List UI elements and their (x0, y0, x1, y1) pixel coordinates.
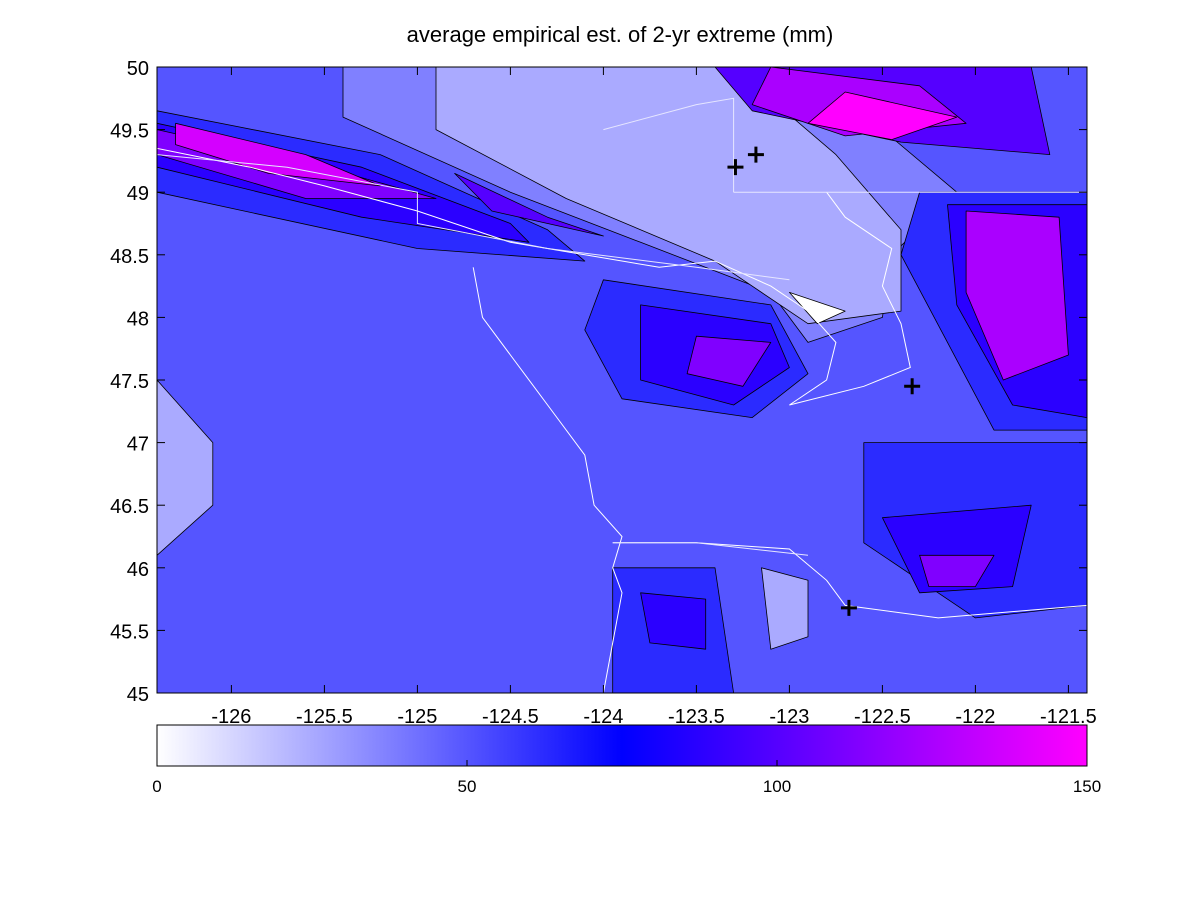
colorbar-tick-label-0: 0 (152, 777, 161, 796)
x-tick-label-3: -124.5 (482, 706, 539, 728)
x-tick-label-5: -123.5 (668, 706, 725, 728)
border-line-2 (603, 97, 735, 193)
contour-region-10 (807, 91, 958, 141)
colorbar-tick-label-2: 100 (763, 777, 791, 796)
y-axis: 45 45.5 46 46.5 47 47.5 48 48.5 49 49.5 50 (110, 58, 1087, 706)
contour-region-16 (965, 210, 1069, 381)
colorbar-tick-label-3: 150 (1073, 777, 1101, 796)
geographic-lines (157, 97, 1087, 693)
contour-region-3 (175, 122, 381, 187)
station-markers (727, 146, 921, 616)
coastline-1 (472, 267, 623, 693)
station-marker-0 (727, 159, 744, 176)
y-tick-label-2: 46 (127, 559, 149, 581)
contour-region-19 (919, 554, 995, 587)
x-tick-label-2: -125 (397, 706, 437, 728)
y-tick-label-0: 45 (127, 684, 149, 706)
contour-regions (157, 67, 1087, 693)
y-tick-label-7: 48.5 (110, 246, 149, 268)
y-tick-label-4: 47 (127, 434, 149, 456)
x-axis: -126 -125.5 -125 -124.5 -124 -123.5 -123 -122.5… (211, 67, 1097, 728)
y-tick-label-1: 45.5 (110, 621, 149, 643)
contour-region-23 (157, 379, 214, 556)
y-tick-label-10: 50 (127, 58, 149, 80)
y-tick-label-9: 49.5 (110, 121, 149, 143)
contour-region-13 (686, 335, 772, 387)
colorbar: 0 50 100 150 (152, 724, 1101, 796)
station-marker-3 (840, 599, 857, 616)
contour-region-18 (882, 504, 1032, 594)
plot-area: -126 -125.5 -125 -124.5 -124 -123.5 -123 -122.5… (110, 58, 1097, 728)
x-tick-label-6: -123 (769, 706, 809, 728)
contour-region-4 (454, 172, 604, 237)
coastline-0 (157, 147, 911, 406)
contour-region-21 (640, 592, 707, 650)
border-line-3 (612, 542, 809, 556)
x-tick-label-9: -121.5 (1040, 706, 1097, 728)
y-tick-label-8: 49 (127, 183, 149, 205)
chart-title: average empirical est. of 2-yr extreme (… (407, 22, 834, 47)
x-tick-label-8: -122 (955, 706, 995, 728)
colorbar-gradient (156, 724, 1088, 767)
x-tick-label-7: -122.5 (854, 706, 911, 728)
y-tick-label-6: 48 (127, 308, 149, 330)
y-tick-label-5: 47.5 (110, 371, 149, 393)
station-marker-2 (904, 378, 921, 395)
y-tick-label-3: 46.5 (110, 496, 149, 518)
colorbar-ticks: 0 50 100 150 (152, 760, 1101, 796)
colorbar-tick-label-1: 50 (458, 777, 477, 796)
x-tick-label-1: -125.5 (296, 706, 353, 728)
contour-region-22 (761, 567, 809, 650)
station-marker-1 (747, 146, 764, 163)
border-line-0 (157, 154, 790, 281)
x-tick-label-0: -126 (211, 706, 251, 728)
x-tick-label-4: -124 (583, 706, 623, 728)
